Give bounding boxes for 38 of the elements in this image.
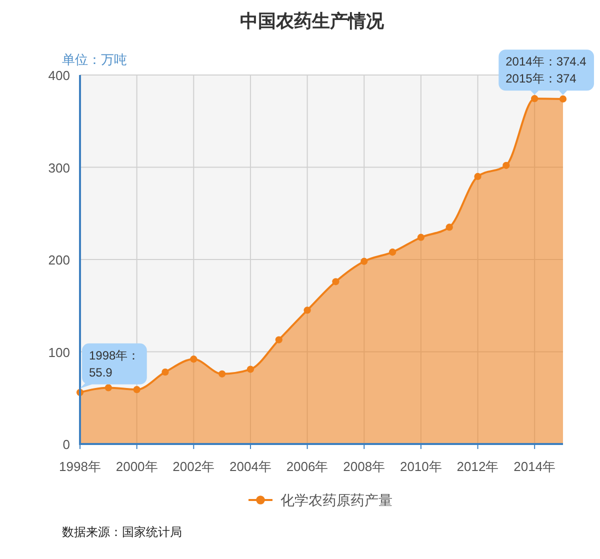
annotation: 2015年：374 bbox=[506, 72, 577, 86]
x-tick-label: 2010年 bbox=[400, 459, 442, 474]
y-tick-label: 300 bbox=[48, 160, 70, 176]
point bbox=[360, 258, 368, 265]
y-tick-label: 0 bbox=[62, 437, 70, 452]
point bbox=[162, 368, 169, 376]
x-tick-label: 2004年 bbox=[230, 459, 272, 474]
point bbox=[446, 224, 453, 231]
x-tick-label: 2000年 bbox=[116, 459, 158, 474]
legend-label: 化学农药原药产量 bbox=[280, 492, 392, 508]
y-axis-title: 单位：万吨 bbox=[62, 52, 127, 67]
y-tick-label: 200 bbox=[48, 252, 70, 268]
x-tick-label: 2006年 bbox=[286, 459, 328, 474]
point bbox=[531, 95, 538, 102]
point bbox=[304, 306, 311, 314]
point bbox=[133, 386, 140, 394]
annotation: 2014年：374.4 bbox=[506, 54, 587, 69]
point bbox=[190, 356, 198, 363]
point bbox=[502, 162, 510, 169]
point bbox=[218, 370, 226, 378]
point bbox=[559, 95, 567, 103]
x-tick-label: 1998年 bbox=[59, 459, 101, 474]
point bbox=[332, 278, 340, 286]
x-tick-label: 2012年 bbox=[456, 459, 499, 474]
point bbox=[104, 384, 112, 392]
chart-title: 中国农药生产情况 bbox=[240, 11, 385, 31]
source-note: 数据来源：国家统计局 bbox=[62, 525, 182, 539]
x-tick-label: 2014年 bbox=[514, 459, 556, 474]
point bbox=[275, 336, 282, 344]
point bbox=[246, 366, 254, 373]
x-tick-label: 2008年 bbox=[343, 459, 386, 474]
y-tick-label: 100 bbox=[48, 344, 70, 360]
point bbox=[417, 234, 425, 241]
y-tick-label: 400 bbox=[48, 68, 70, 83]
x-tick-label: 2002年 bbox=[172, 459, 215, 474]
point bbox=[474, 172, 482, 180]
point bbox=[388, 248, 396, 256]
annotation: 1998年：55.9 bbox=[89, 348, 140, 380]
